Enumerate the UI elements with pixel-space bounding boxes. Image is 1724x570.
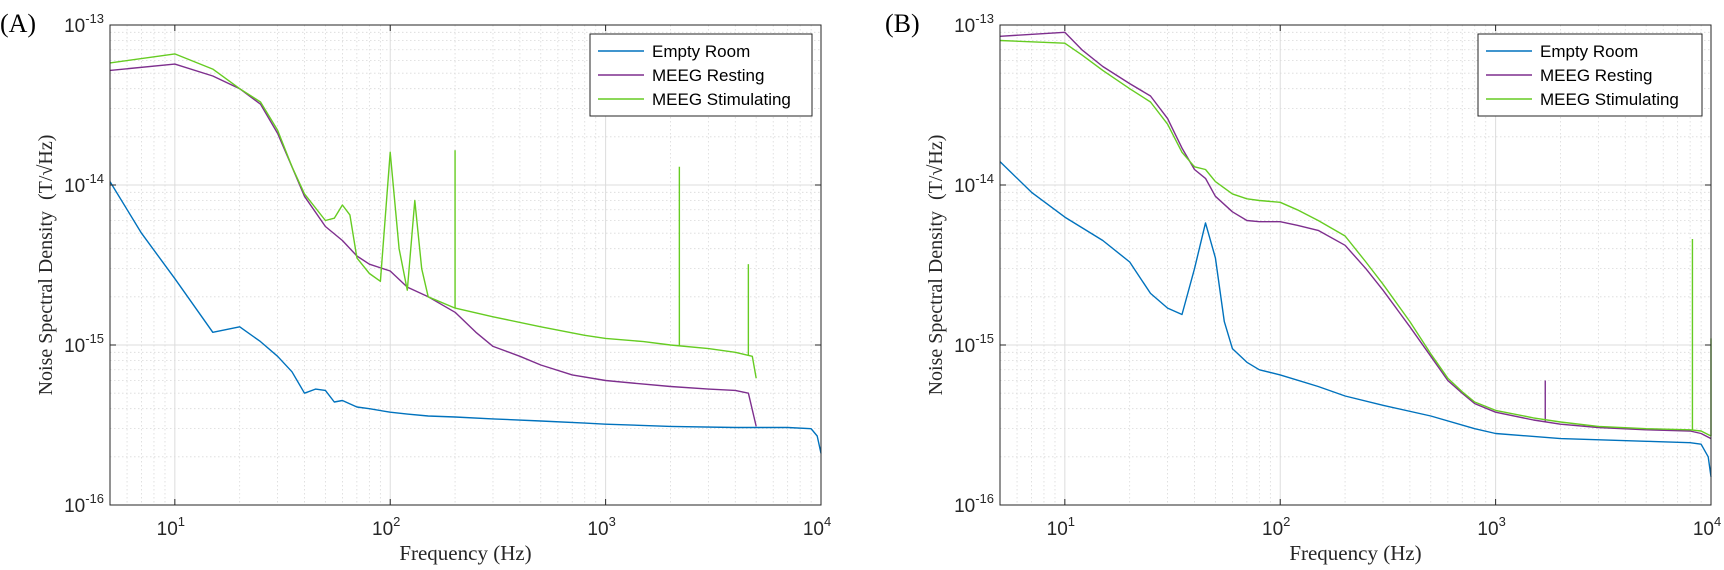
y-axis-unit-a: (T/√Hz) bbox=[35, 135, 57, 200]
y-tick-label-exponent: -16 bbox=[975, 491, 994, 506]
x-tick-label-exponent: 4 bbox=[1714, 514, 1721, 529]
x-tick-label: 104 bbox=[1693, 514, 1721, 540]
y-tick-label-base: 10 bbox=[64, 16, 85, 37]
x-tick-label-base: 10 bbox=[372, 519, 393, 540]
x-tick-label-exponent: 1 bbox=[178, 514, 185, 529]
y-axis-label-b: Noise Spectral Density (T/√Hz) bbox=[925, 135, 947, 396]
x-axis-label-b: Frequency (Hz) bbox=[1289, 541, 1421, 565]
y-tick-label-exponent: -15 bbox=[85, 331, 104, 346]
svg-text:Noise Spectral Density: Noise Spectral Density (T/√Hz) bbox=[35, 135, 57, 396]
series-line-meeg-resting-a bbox=[109, 63, 757, 427]
legend-a: Empty Room MEEG Resting MEEG Stimulating bbox=[589, 33, 813, 117]
x-tick-label-base: 10 bbox=[803, 519, 824, 540]
x-tick-label-base: 10 bbox=[587, 519, 608, 540]
y-tick-label-exponent: -13 bbox=[85, 11, 104, 26]
y-tick-label: 10-16 bbox=[954, 491, 994, 517]
x-tick-label: 101 bbox=[157, 514, 185, 540]
y-axis-label-text-b: Noise Spectral Density bbox=[925, 211, 947, 395]
x-tick-label-base: 10 bbox=[157, 519, 178, 540]
x-tick-label-exponent: 3 bbox=[609, 514, 616, 529]
series-line-meeg-stimulating-b bbox=[999, 39, 1712, 437]
axes-frame-a bbox=[109, 24, 822, 506]
series-line-empty-room-b bbox=[999, 161, 1712, 477]
x-tick-label: 102 bbox=[1262, 514, 1290, 540]
x-tick-label: 101 bbox=[1047, 514, 1075, 540]
panel-label-b: (B) bbox=[885, 9, 920, 38]
y-tick-label-exponent: -16 bbox=[85, 491, 104, 506]
y-tick-label: 10-13 bbox=[64, 11, 104, 37]
x-tick-label-exponent: 1 bbox=[1068, 514, 1075, 529]
legend-label-meeg-resting-b: MEEG Resting bbox=[1540, 66, 1652, 85]
y-tick-label-base: 10 bbox=[954, 336, 975, 357]
x-tick-label-base: 10 bbox=[1047, 519, 1068, 540]
x-tick-label-base: 10 bbox=[1262, 519, 1283, 540]
panel-label-a: (A) bbox=[0, 9, 36, 38]
y-axis-label-a: Noise Spectral Density (T/√Hz) bbox=[35, 135, 57, 396]
y-tick-label-exponent: -13 bbox=[975, 11, 994, 26]
x-tick-label-exponent: 3 bbox=[1499, 514, 1506, 529]
x-tick-label-base: 10 bbox=[1693, 519, 1714, 540]
y-tick-label: 10-15 bbox=[954, 331, 994, 357]
svg-text:Noise Spectral Density: Noise Spectral Density (T/√Hz) bbox=[925, 135, 947, 396]
series-group-a bbox=[109, 53, 822, 454]
y-tick-label-exponent: -14 bbox=[85, 171, 104, 186]
y-tick-label-base: 10 bbox=[954, 496, 975, 517]
legend-label-empty-room-a: Empty Room bbox=[652, 42, 750, 61]
y-tick-label-base: 10 bbox=[64, 496, 85, 517]
y-tick-label: 10-14 bbox=[954, 171, 994, 197]
y-tick-label-exponent: -15 bbox=[975, 331, 994, 346]
legend-label-meeg-stimulating-b: MEEG Stimulating bbox=[1540, 90, 1679, 109]
x-tick-labels-a: 101 102 103 104 bbox=[157, 514, 832, 540]
x-tick-label: 104 bbox=[803, 514, 831, 540]
x-axis-label-a: Frequency (Hz) bbox=[399, 541, 531, 565]
series-line-empty-room-a bbox=[109, 181, 822, 454]
y-tick-label: 10-16 bbox=[64, 491, 104, 517]
series-line-meeg-resting-b bbox=[999, 31, 1712, 440]
x-tick-label: 103 bbox=[587, 514, 615, 540]
legend-b: Empty Room MEEG Resting MEEG Stimulating bbox=[1477, 33, 1703, 117]
y-tick-label: 10-15 bbox=[64, 331, 104, 357]
y-axis-unit-b: (T/√Hz) bbox=[925, 135, 947, 200]
x-tick-label: 103 bbox=[1477, 514, 1505, 540]
series-group-b bbox=[999, 31, 1712, 477]
x-tick-label-exponent: 2 bbox=[393, 514, 400, 529]
x-tick-label-exponent: 4 bbox=[824, 514, 831, 529]
y-tick-label-base: 10 bbox=[954, 16, 975, 37]
x-tick-label-exponent: 2 bbox=[1283, 514, 1290, 529]
y-tick-label-base: 10 bbox=[64, 176, 85, 197]
y-tick-label-exponent: -14 bbox=[975, 171, 994, 186]
y-tick-label-base: 10 bbox=[64, 336, 85, 357]
x-tick-labels-b: 101 102 103 104 bbox=[1047, 514, 1722, 540]
x-tick-label: 102 bbox=[372, 514, 400, 540]
y-tick-label: 10-13 bbox=[954, 11, 994, 37]
tick-marks-a bbox=[110, 24, 822, 506]
legend-label-meeg-resting-a: MEEG Resting bbox=[652, 66, 764, 85]
x-tick-label-base: 10 bbox=[1477, 519, 1498, 540]
y-tick-label: 10-14 bbox=[64, 171, 104, 197]
legend-label-meeg-stimulating-a: MEEG Stimulating bbox=[652, 90, 791, 109]
legend-label-empty-room-b: Empty Room bbox=[1540, 42, 1638, 61]
axes-frame-b bbox=[999, 24, 1712, 506]
y-axis-label-text-a: Noise Spectral Density bbox=[35, 211, 57, 395]
y-tick-label-base: 10 bbox=[954, 176, 975, 197]
tick-marks-b bbox=[1000, 24, 1712, 506]
series-line-meeg-stimulating-a bbox=[109, 53, 757, 379]
